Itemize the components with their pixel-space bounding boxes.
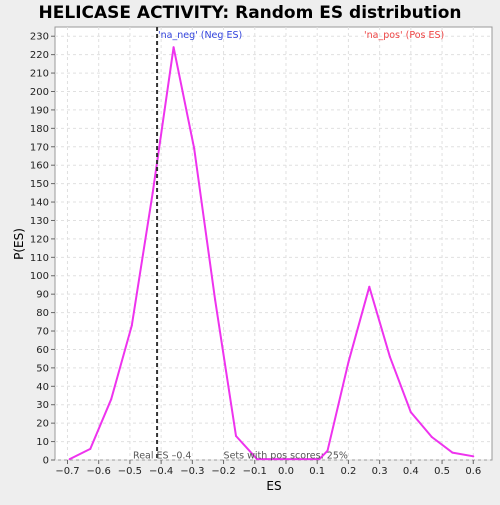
- y-tick-label: 100: [30, 271, 49, 282]
- annotation-pos-label: 'na_pos' (Pos ES): [364, 30, 444, 41]
- annotation-neg-label: 'na_neg' (Neg ES): [158, 30, 242, 41]
- plot-area: [54, 26, 493, 461]
- y-axis-title: P(ES): [12, 228, 26, 260]
- x-tick-label: 0.4: [403, 466, 419, 477]
- data-point: [276, 458, 279, 461]
- data-point: [235, 435, 238, 438]
- y-tick-label: 220: [30, 50, 49, 61]
- x-tick-label: 0.0: [278, 466, 294, 477]
- y-tick-label: 10: [36, 437, 49, 448]
- data-point: [151, 191, 154, 194]
- y-tick-label: 180: [30, 124, 49, 135]
- x-tick-label: −0.3: [180, 466, 204, 477]
- y-tick-label: 150: [30, 179, 49, 190]
- data-point: [451, 451, 454, 454]
- data-point: [388, 355, 391, 358]
- data-point: [430, 435, 433, 438]
- y-tick-label: 70: [36, 327, 49, 338]
- x-tick-label: 0.2: [340, 466, 356, 477]
- y-tick-label: 130: [30, 216, 49, 227]
- x-tick-label: −0.7: [55, 466, 79, 477]
- data-point: [130, 324, 133, 327]
- x-tick-label: −0.1: [243, 466, 267, 477]
- x-tick-label: −0.6: [87, 466, 111, 477]
- data-point: [326, 449, 329, 452]
- data-point: [89, 447, 92, 450]
- y-tick-label: 20: [36, 419, 49, 430]
- x-axis-title: ES: [266, 479, 281, 493]
- y-tick-label: 170: [30, 142, 49, 153]
- chart-title: HELICASE ACTIVITY: Random ES distributio…: [39, 3, 462, 23]
- y-tick-label: 160: [30, 161, 49, 172]
- x-tick-label: 0.5: [434, 466, 450, 477]
- data-point: [318, 458, 321, 461]
- y-tick-label: 110: [30, 253, 49, 264]
- y-tick-label: 90: [36, 290, 49, 301]
- annotation-real-es: Real ES –0.4: [133, 451, 191, 462]
- x-tick-label: 0.6: [465, 466, 481, 477]
- y-tick-label: 210: [30, 69, 49, 80]
- data-point: [214, 298, 217, 301]
- data-point: [193, 147, 196, 150]
- data-point: [297, 458, 300, 461]
- data-point: [368, 285, 371, 288]
- y-tick-label: 0: [43, 456, 49, 467]
- x-tick-label: 0.3: [372, 466, 388, 477]
- y-tick-label: 230: [30, 32, 49, 43]
- y-tick-label: 200: [30, 87, 49, 98]
- annotation-layer: 'na_neg' (Neg ES) 'na_pos' (Pos ES) Real E…: [133, 30, 444, 462]
- data-point: [110, 398, 113, 401]
- data-point: [472, 455, 475, 458]
- x-tick-label: −0.5: [118, 466, 142, 477]
- y-tick-label: 140: [30, 198, 49, 209]
- data-point: [255, 458, 258, 461]
- x-tick-label: −0.4: [149, 466, 173, 477]
- x-tick-label: −0.2: [211, 466, 235, 477]
- annotation-pos-scores: Sets with pos scores: 25%: [224, 451, 348, 462]
- y-tick-label: 190: [30, 105, 49, 116]
- y-tick-label: 60: [36, 345, 49, 356]
- data-point: [172, 46, 175, 49]
- series-layer: [68, 46, 475, 461]
- y-tick-label: 30: [36, 400, 49, 411]
- data-point: [409, 411, 412, 414]
- y-tick-label: 80: [36, 308, 49, 319]
- x-tick-label: 0.1: [309, 466, 325, 477]
- grid-lines: [55, 27, 492, 461]
- y-tick-label: 40: [36, 382, 49, 393]
- axis-layer: 0 10 20 30 40 50 60 70 80 90 100 110 120 130 140 150 160…: [30, 32, 481, 477]
- y-tick-label: 50: [36, 363, 49, 374]
- data-point: [347, 361, 350, 364]
- data-point: [68, 458, 71, 461]
- y-tick-label: 120: [30, 234, 49, 245]
